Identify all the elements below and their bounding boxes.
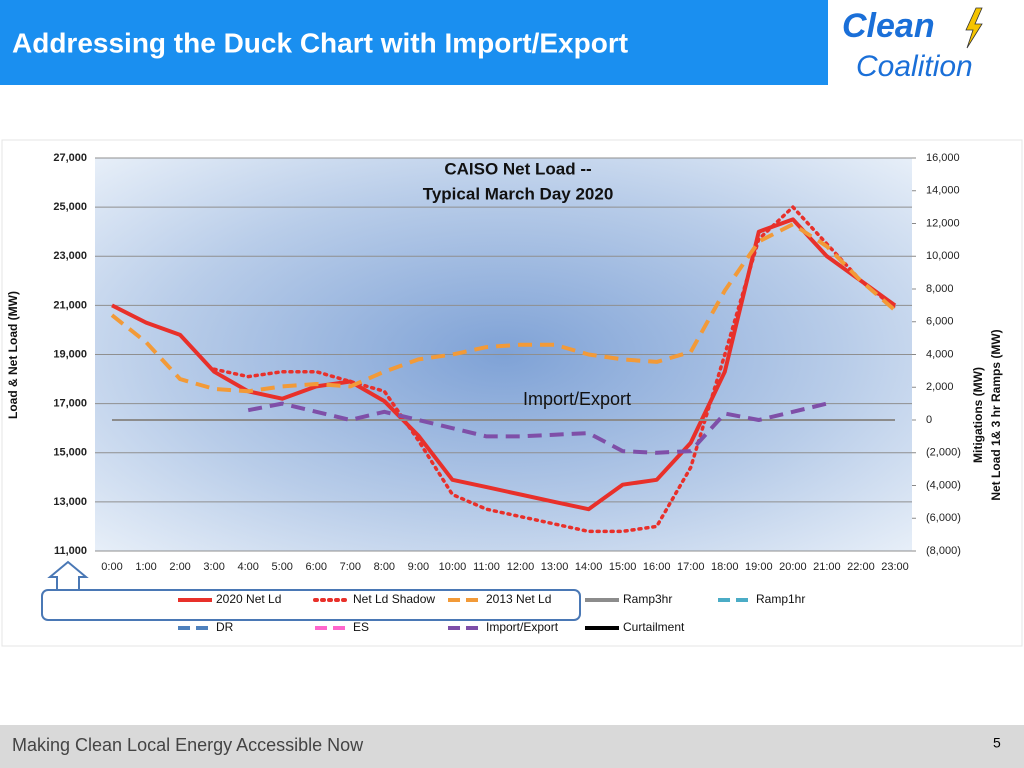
y2-tick-label: (6,000) (926, 512, 961, 524)
x-tick-label: 12:00 (507, 561, 535, 573)
y-tick-label: 23,000 (53, 250, 87, 262)
y-tick-label: 13,000 (53, 496, 87, 508)
x-tick-label: 6:00 (306, 561, 327, 573)
page-number: 5 (993, 735, 1001, 751)
y-tick-label: 11,000 (54, 545, 87, 557)
x-tick-label: 14:00 (575, 561, 603, 573)
x-tick-label: 18:00 (711, 561, 739, 573)
x-tick-label: 10:00 (439, 561, 467, 573)
y-tick-label: 27,000 (53, 152, 87, 164)
legend-label: Ramp3hr (623, 592, 672, 606)
y2-axis-label: Mitigations (MW) (971, 367, 985, 463)
x-tick-label: 8:00 (374, 561, 395, 573)
chart-title: Typical March Day 2020 (423, 184, 614, 203)
y2-axis-label: Net Load 1& 3 hr Ramps (MW) (989, 329, 1003, 500)
x-tick-label: 9:00 (408, 561, 429, 573)
slide-title: Addressing the Duck Chart with Import/Ex… (12, 27, 628, 58)
logo-bottom: Coalition (856, 50, 973, 83)
y2-tick-label: (8,000) (926, 545, 961, 557)
y2-tick-label: 12,000 (926, 217, 960, 229)
y2-tick-label: 10,000 (926, 250, 960, 262)
y-tick-label: 15,000 (53, 447, 87, 459)
x-tick-label: 17:00 (677, 561, 705, 573)
legend-label: Import/Export (486, 620, 559, 634)
x-tick-label: 22:00 (847, 561, 875, 573)
y-tick-label: 25,000 (53, 201, 87, 213)
y2-tick-label: 2,000 (926, 381, 954, 393)
legend-label: 2020 Net Ld (216, 592, 281, 606)
x-tick-label: 19:00 (745, 561, 773, 573)
x-tick-label: 16:00 (643, 561, 671, 573)
y2-tick-label: (2,000) (926, 447, 961, 459)
x-tick-label: 3:00 (203, 561, 224, 573)
legend-label: Ramp1hr (756, 592, 805, 606)
x-tick-label: 2:00 (169, 561, 190, 573)
x-tick-label: 13:00 (541, 561, 569, 573)
logo-top: Clean (842, 7, 935, 45)
y-tick-label: 17,000 (53, 398, 87, 410)
x-tick-label: 1:00 (135, 561, 156, 573)
x-tick-label: 15:00 (609, 561, 637, 573)
y2-tick-label: 4,000 (926, 348, 954, 360)
header-bar (0, 0, 828, 85)
x-tick-label: 4:00 (237, 561, 258, 573)
legend-label: DR (216, 620, 234, 634)
legend-label: Curtailment (623, 620, 685, 634)
x-tick-label: 0:00 (101, 561, 122, 573)
y2-tick-label: 14,000 (926, 185, 960, 197)
y2-tick-label: (4,000) (926, 479, 961, 491)
y-tick-label: 19,000 (53, 348, 87, 360)
series-line (111, 217, 897, 512)
legend-label: ES (353, 620, 369, 634)
y2-tick-label: 0 (926, 414, 932, 426)
y2-tick-label: 8,000 (926, 283, 954, 295)
series-line (110, 222, 897, 394)
series-line (212, 205, 897, 534)
footer-bar (0, 725, 1024, 768)
legend-highlight (41, 589, 581, 621)
x-tick-label: 20:00 (779, 561, 807, 573)
y2-tick-label: 6,000 (926, 316, 954, 328)
logo-bolt (965, 7, 983, 49)
y-tick-label: 21,000 (53, 299, 87, 311)
series-line (247, 401, 828, 455)
chart-title: CAISO Net Load -- (444, 159, 591, 178)
legend-label: 2013 Net Ld (486, 592, 551, 606)
x-tick-label: 7:00 (340, 561, 361, 573)
x-tick-label: 5:00 (272, 561, 293, 573)
y-axis-label: Load & Net Load (MW) (6, 291, 20, 419)
x-tick-label: 11:00 (473, 561, 500, 573)
annotation: Import/Export (523, 389, 631, 409)
x-tick-label: 23:00 (881, 561, 909, 573)
y2-tick-label: 16,000 (926, 152, 960, 164)
arrow-icon (47, 560, 89, 591)
x-tick-label: 21:00 (813, 561, 841, 573)
footer-text: Making Clean Local Energy Accessible Now (12, 735, 364, 755)
legend-label: Net Ld Shadow (353, 592, 435, 606)
